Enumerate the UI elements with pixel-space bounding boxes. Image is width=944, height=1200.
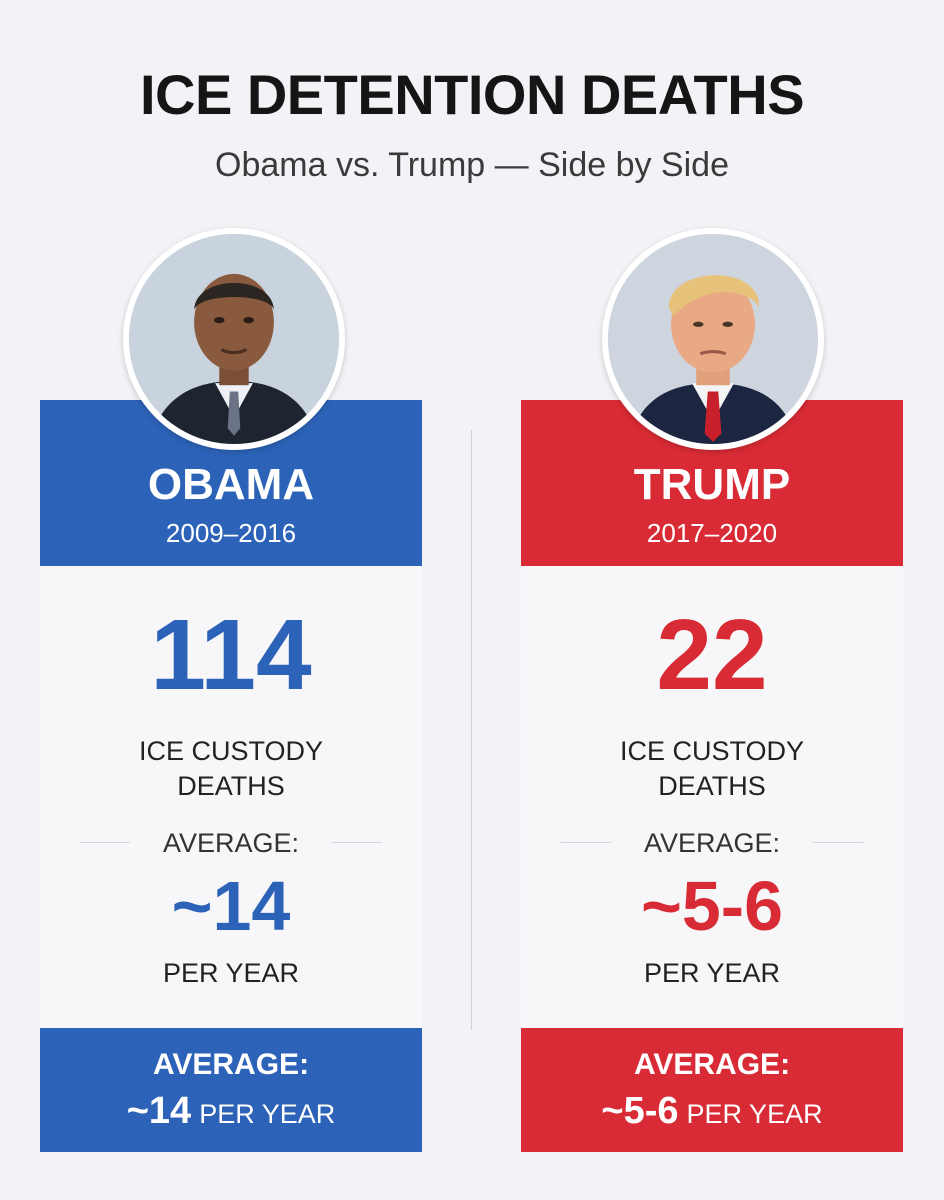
page-subtitle: Obama vs. Trump — Side by Side	[215, 146, 729, 184]
trump-total-deaths: 22	[656, 599, 768, 711]
trump-footer: AVERAGE: ~5-6 PER YEAR	[521, 1028, 903, 1152]
obama-name: OBAMA	[147, 460, 315, 509]
trump-deaths-label-line1: ICE CUSTODY	[619, 736, 805, 766]
obama-years: 2009–2016	[165, 518, 297, 548]
trump-portrait-illustration	[608, 234, 818, 444]
trump-footer-value: ~5-6	[601, 1090, 679, 1132]
obama-deaths-label: ICE CUSTODY DEATHS	[40, 734, 422, 804]
obama-deaths-label-line1: ICE CUSTODY	[138, 736, 324, 766]
obama-portrait-photo	[123, 228, 345, 450]
obama-footer-label: AVERAGE:	[152, 1048, 310, 1081]
obama-footer: AVERAGE: ~14 PER YEAR	[40, 1028, 422, 1152]
page-title: ICE DETENTION DEATHS	[139, 63, 805, 126]
obama-column: OBAMA 2009–2016 114 ICE CUSTODY DEATHS A…	[40, 400, 422, 1152]
trump-footer-value-row: ~5-6 PER YEAR	[521, 1090, 903, 1133]
obama-per-year: PER YEAR	[162, 958, 300, 988]
trump-deaths-label-line2: DEATHS	[658, 771, 766, 801]
trump-average-label: AVERAGE:	[611, 828, 813, 859]
obama-average-value: ~14	[171, 867, 291, 945]
obama-total-deaths: 114	[150, 599, 312, 711]
trump-stats-panel: 22 ICE CUSTODY DEATHS AVERAGE: ~5-6 PER …	[521, 566, 903, 1028]
obama-footer-unit: PER YEAR	[199, 1099, 336, 1129]
trump-name: TRUMP	[633, 460, 791, 509]
trump-footer-unit: PER YEAR	[686, 1099, 823, 1129]
obama-footer-value: ~14	[126, 1090, 192, 1132]
trump-years: 2017–2020	[646, 518, 778, 548]
obama-footer-value-row: ~14 PER YEAR	[40, 1090, 422, 1133]
obama-deaths-label-line2: DEATHS	[177, 771, 285, 801]
obama-average-label: AVERAGE:	[130, 828, 332, 859]
trump-per-year: PER YEAR	[643, 958, 781, 988]
trump-footer-label: AVERAGE:	[633, 1048, 791, 1081]
trump-column: TRUMP 2017–2020 22 ICE CUSTODY DEATHS AV…	[521, 400, 903, 1152]
trump-header: TRUMP 2017–2020	[521, 400, 903, 566]
trump-deaths-label: ICE CUSTODY DEATHS	[521, 734, 903, 804]
obama-portrait-illustration	[129, 234, 339, 444]
center-divider	[471, 430, 472, 1030]
obama-stats-panel: 114 ICE CUSTODY DEATHS AVERAGE: ~14 PER …	[40, 566, 422, 1028]
trump-average-value: ~5-6	[640, 867, 784, 945]
trump-portrait-photo	[602, 228, 824, 450]
